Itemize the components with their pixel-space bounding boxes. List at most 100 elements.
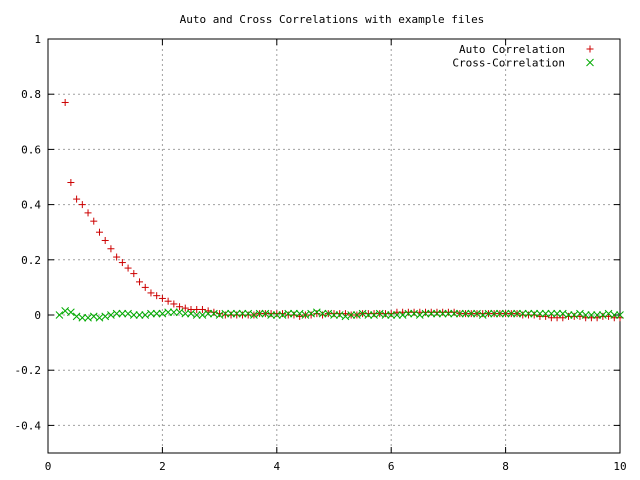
x-tick-label: 10: [613, 460, 626, 473]
grid: [48, 39, 620, 453]
marker-stroke: [496, 309, 504, 318]
cross-correlation-point: [455, 309, 464, 318]
auto-correlation-point: [450, 308, 458, 316]
auto-correlation-point: [387, 310, 395, 318]
cross-correlation-point: [227, 309, 235, 318]
cross-correlation-point: [158, 309, 167, 318]
auto-correlation-point: [107, 245, 115, 253]
cross-correlation-point: [581, 311, 590, 319]
marker-stroke: [158, 309, 167, 318]
cross-correlation-point: [204, 309, 213, 318]
marker-stroke: [507, 309, 516, 318]
marker-stroke: [107, 311, 115, 319]
cross-correlation-point: [152, 309, 161, 318]
cross-correlation-point: [507, 309, 516, 318]
marker-stroke: [204, 309, 213, 318]
cross-correlation-point: [375, 309, 384, 318]
auto-correlation-point: [147, 289, 155, 297]
cross-correlation-point: [490, 309, 499, 318]
cross-correlation-point: [341, 312, 350, 321]
marker-stroke: [67, 308, 75, 317]
marker-stroke: [221, 309, 230, 318]
cross-correlation-point: [232, 309, 241, 318]
cross-correlation-point: [112, 309, 121, 318]
marker-stroke: [141, 311, 150, 319]
marker-stroke: [415, 311, 424, 319]
cross-correlation-point: [524, 309, 533, 318]
marker-stroke: [341, 312, 350, 321]
cross-correlation-point: [427, 309, 436, 318]
cross-correlation-point: [335, 311, 344, 319]
marker-stroke: [558, 309, 567, 318]
cross-correlation-point: [473, 309, 481, 318]
marker-stroke: [255, 309, 264, 318]
marker-stroke: [244, 309, 253, 318]
marker-stroke: [410, 309, 418, 318]
cross-correlation-point: [318, 309, 327, 318]
cross-correlation-point: [558, 309, 567, 318]
cross-correlation-point: [250, 311, 258, 319]
cross-correlation-point: [67, 308, 75, 317]
cross-correlation-point: [210, 309, 218, 318]
cross-correlation-point: [381, 311, 390, 319]
marker-stroke: [433, 309, 441, 318]
auto-correlation-point: [130, 270, 138, 278]
marker-stroke: [238, 309, 247, 318]
cross-correlation-point: [564, 311, 573, 319]
auto-correlation-point: [101, 236, 109, 244]
marker-stroke: [347, 311, 356, 319]
cross-correlation-point: [496, 309, 504, 318]
auto-correlation-point: [216, 310, 224, 318]
marker-stroke: [393, 311, 401, 319]
cross-correlation-point: [513, 309, 521, 318]
marker-stroke: [387, 311, 396, 319]
cross-correlation-point: [78, 313, 87, 322]
auto-correlation-point: [67, 179, 75, 187]
cross-correlation-point: [290, 309, 298, 318]
cross-correlation-point: [387, 311, 396, 319]
cross-correlation-point: [238, 309, 247, 318]
marker-stroke: [215, 311, 224, 319]
cross-correlation-point: [444, 309, 453, 318]
marker-stroke: [261, 309, 270, 318]
auto-correlation-point: [124, 264, 132, 272]
cross-correlation-point: [272, 311, 281, 319]
auto-correlation-point: [153, 292, 161, 300]
cross-correlation-point: [358, 309, 367, 318]
marker-stroke: [427, 309, 436, 318]
marker-stroke: [461, 309, 470, 318]
cross-correlation-point: [147, 309, 155, 318]
cross-correlation-point: [278, 311, 287, 319]
cross-correlation-point: [570, 311, 579, 319]
marker-stroke: [89, 312, 98, 321]
cross-correlation-point: [398, 311, 407, 319]
cross-correlation-point: [307, 309, 315, 318]
cross-correlation-point: [124, 309, 132, 318]
marker-stroke: [404, 309, 413, 318]
cross-correlation-point: [610, 311, 619, 319]
cross-correlation-point: [61, 307, 70, 315]
auto-correlation-point: [118, 259, 126, 267]
x-tick-label: 0: [45, 460, 52, 473]
marker-stroke: [586, 58, 594, 67]
marker-stroke: [381, 311, 390, 319]
auto-correlation-point: [164, 297, 172, 305]
marker-stroke: [467, 309, 476, 318]
cross-correlation-point: [215, 311, 224, 319]
marker-stroke: [490, 309, 499, 318]
cross-correlation-point: [84, 313, 92, 322]
cross-correlation-point: [129, 311, 138, 319]
marker-stroke: [513, 309, 521, 318]
marker-stroke: [473, 309, 481, 318]
marker-stroke: [444, 309, 453, 318]
marker-stroke: [553, 309, 561, 318]
cross-correlation-point: [312, 308, 321, 317]
x-tick-label: 8: [502, 460, 509, 473]
marker-stroke: [370, 311, 378, 319]
cross-correlation-point: [72, 312, 81, 321]
marker-stroke: [169, 308, 178, 317]
cross-correlation-point: [587, 311, 596, 319]
cross-correlation-point: [467, 309, 476, 318]
marker-stroke: [72, 312, 81, 321]
